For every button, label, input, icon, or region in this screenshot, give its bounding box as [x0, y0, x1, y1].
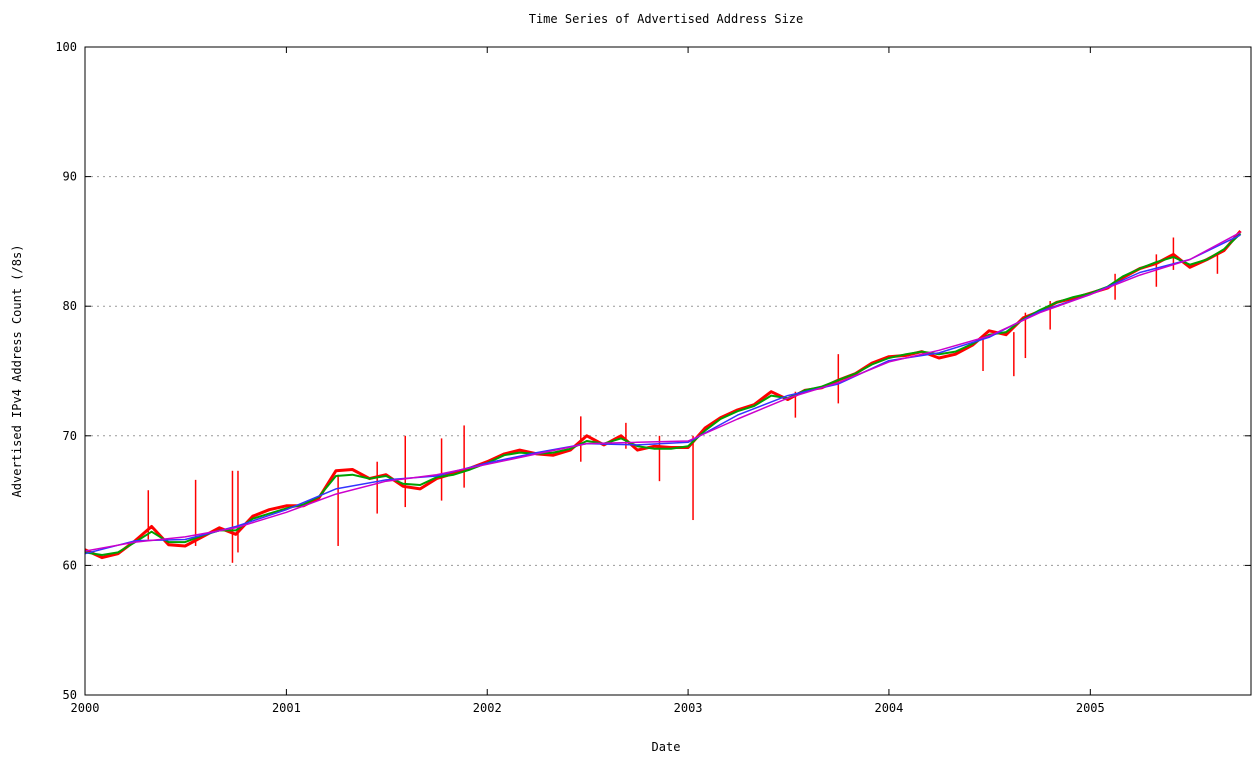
- gridlines: [85, 176, 1251, 566]
- x-tick-label: 2004: [874, 701, 903, 715]
- x-axis-label: Date: [652, 740, 681, 754]
- y-tick-label: 80: [63, 299, 77, 313]
- smoothed-series-line: [84, 232, 1242, 556]
- smoothed-series-layer: [84, 232, 1242, 556]
- x-tick-label: 2001: [272, 701, 301, 715]
- y-tick-label: 90: [63, 170, 77, 184]
- fit-series-line: [84, 231, 1241, 552]
- y-tick-label: 60: [63, 558, 77, 572]
- y-axis-label: Advertised IPv4 Address Count (/8s): [10, 245, 24, 498]
- chart-title: Time Series of Advertised Address Size: [529, 12, 804, 26]
- y-tick-label: 50: [63, 688, 77, 702]
- trend-series-layer: [84, 231, 1241, 555]
- x-tick-label: 2005: [1076, 701, 1105, 715]
- raw-series-line: [84, 230, 1242, 560]
- x-tick-label: 2002: [473, 701, 502, 715]
- y-axis-ticks: 50 60 70 80 90 100: [55, 40, 1251, 702]
- raw-series-layer: [84, 230, 1242, 563]
- x-tick-label: 2000: [71, 701, 100, 715]
- plot-frame: [84, 46, 1252, 696]
- x-axis-ticks: 2000 2001 2002 2003 2004 2005: [71, 47, 1105, 715]
- y-tick-label: 100: [55, 40, 77, 54]
- x-tick-label: 2003: [674, 701, 703, 715]
- y-tick-label: 70: [63, 429, 77, 443]
- trend-series-line: [84, 234, 1241, 555]
